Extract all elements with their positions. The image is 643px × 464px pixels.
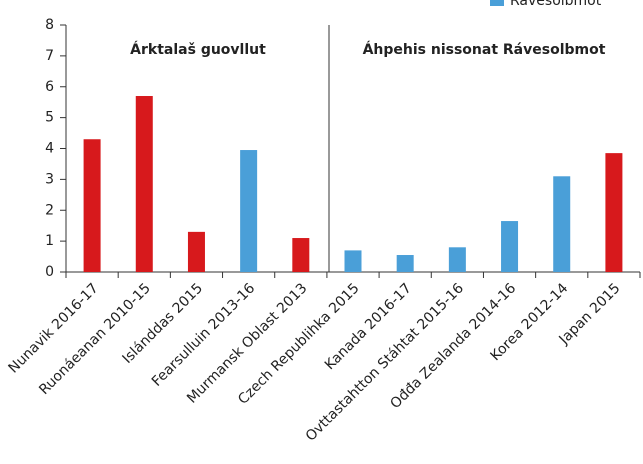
y-tick-label: 0 [45, 264, 54, 280]
bar [501, 221, 519, 272]
x-tick-label: Nunavik 2016-17 [6, 280, 102, 376]
y-tick-label: 8 [45, 17, 54, 33]
bar [240, 150, 258, 272]
bar [292, 238, 310, 272]
x-tick-label: Kanada 2016-17 [322, 280, 415, 373]
bar [605, 153, 623, 272]
bar [83, 139, 101, 272]
section-label: Áhpehis nissonat Rávesolbmot [363, 41, 606, 58]
y-tick-label: 3 [45, 171, 54, 187]
bar [448, 247, 466, 272]
section-label: Árktalaš guovllut [130, 41, 266, 58]
bar [344, 250, 362, 272]
y-tick-label: 7 [45, 48, 54, 64]
y-tick-label: 1 [45, 233, 54, 249]
bar [135, 96, 153, 272]
y-tick-label: 5 [45, 110, 54, 126]
y-tick-label: 6 [45, 79, 54, 95]
y-tick-label: 2 [45, 202, 54, 218]
bar [553, 176, 571, 272]
legend-swatch [490, 0, 504, 6]
x-tick-label: Fearsulluin 2013-16 [149, 280, 258, 389]
y-tick-label: 4 [45, 141, 54, 157]
legend-label: Rávesolbmot [510, 0, 602, 9]
bar [187, 231, 205, 272]
bar [396, 255, 414, 272]
